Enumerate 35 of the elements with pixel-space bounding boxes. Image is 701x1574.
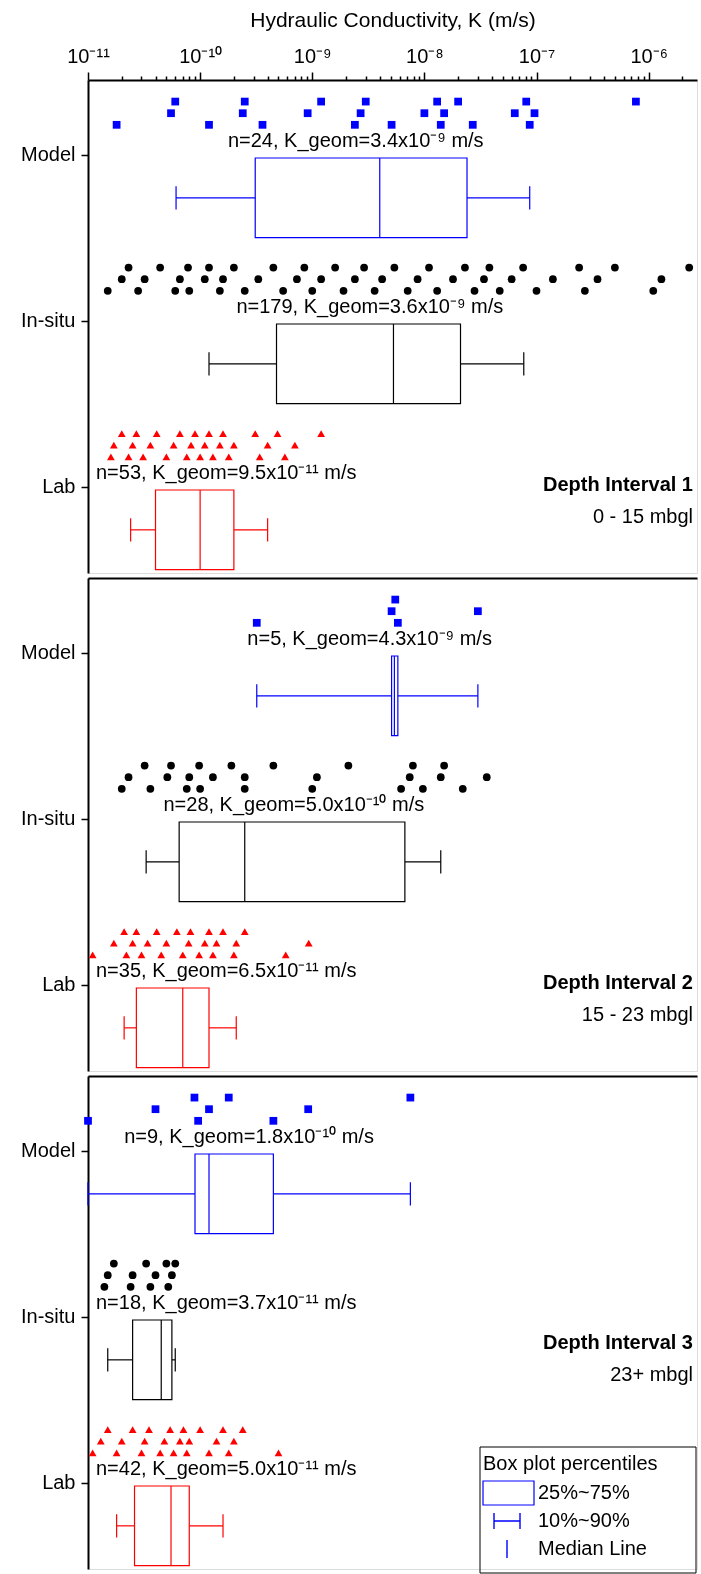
x-axis-title: Hydraulic Conductivity, K (m/s): [250, 7, 536, 31]
annotation: Depth Interval 1: [542, 472, 693, 495]
x-tick-label: 10⁻¹⁰: [179, 44, 223, 67]
x-tick-label: 10⁻¹¹: [67, 44, 111, 67]
annotation: Depth Interval 2: [542, 970, 693, 993]
x-tick-label: 10⁻⁸: [406, 44, 444, 67]
annotation: n=9, K_geom=1.8x10⁻¹⁰ m/s: [124, 1125, 374, 1149]
annotation: 10%~90%: [538, 1509, 630, 1531]
y-tick-label: In-situ: [21, 1305, 76, 1328]
annotation: 25%~75%: [538, 1481, 630, 1503]
y-tick-label: Lab: [42, 475, 76, 498]
x-tick-label: 10⁻⁹: [293, 44, 332, 67]
y-tick-label: Model: [21, 1139, 76, 1162]
annotation: 15 - 23 mbgl: [581, 1002, 693, 1025]
annotation: n=24, K_geom=3.4x10⁻⁹ m/s: [227, 129, 484, 153]
annotation: n=35, K_geom=6.5x10⁻¹¹ m/s: [96, 959, 357, 983]
x-tick-label: 10⁻⁷: [518, 44, 556, 67]
annotation: n=28, K_geom=5.0x10⁻¹⁰ m/s: [163, 793, 425, 817]
y-tick-label: Model: [21, 641, 76, 664]
annotation: n=18, K_geom=3.7x10⁻¹¹ m/s: [96, 1291, 357, 1315]
y-tick-label: In-situ: [21, 309, 76, 332]
y-tick-label: Lab: [42, 1471, 76, 1494]
annotation: Depth Interval 3: [542, 1331, 693, 1354]
annotation: n=53, K_geom=9.5x10⁻¹¹ m/s: [96, 461, 357, 485]
annotation: 23+ mbgl: [610, 1362, 693, 1385]
annotation: n=42, K_geom=5.0x10⁻¹¹ m/s: [96, 1457, 357, 1481]
legend-title: Box plot percentiles: [483, 1452, 658, 1474]
annotation: Median Line: [538, 1537, 647, 1559]
annotation: n=5, K_geom=4.3x10⁻⁹ m/s: [247, 627, 492, 651]
x-tick-label: 10⁻⁶: [630, 44, 668, 67]
y-tick-label: Lab: [42, 973, 76, 996]
y-tick-label: Model: [21, 143, 76, 166]
y-tick-label: In-situ: [21, 807, 76, 830]
annotation: n=179, K_geom=3.6x10⁻⁹ m/s: [236, 295, 504, 319]
annotation: 0 - 15 mbgl: [592, 504, 693, 527]
